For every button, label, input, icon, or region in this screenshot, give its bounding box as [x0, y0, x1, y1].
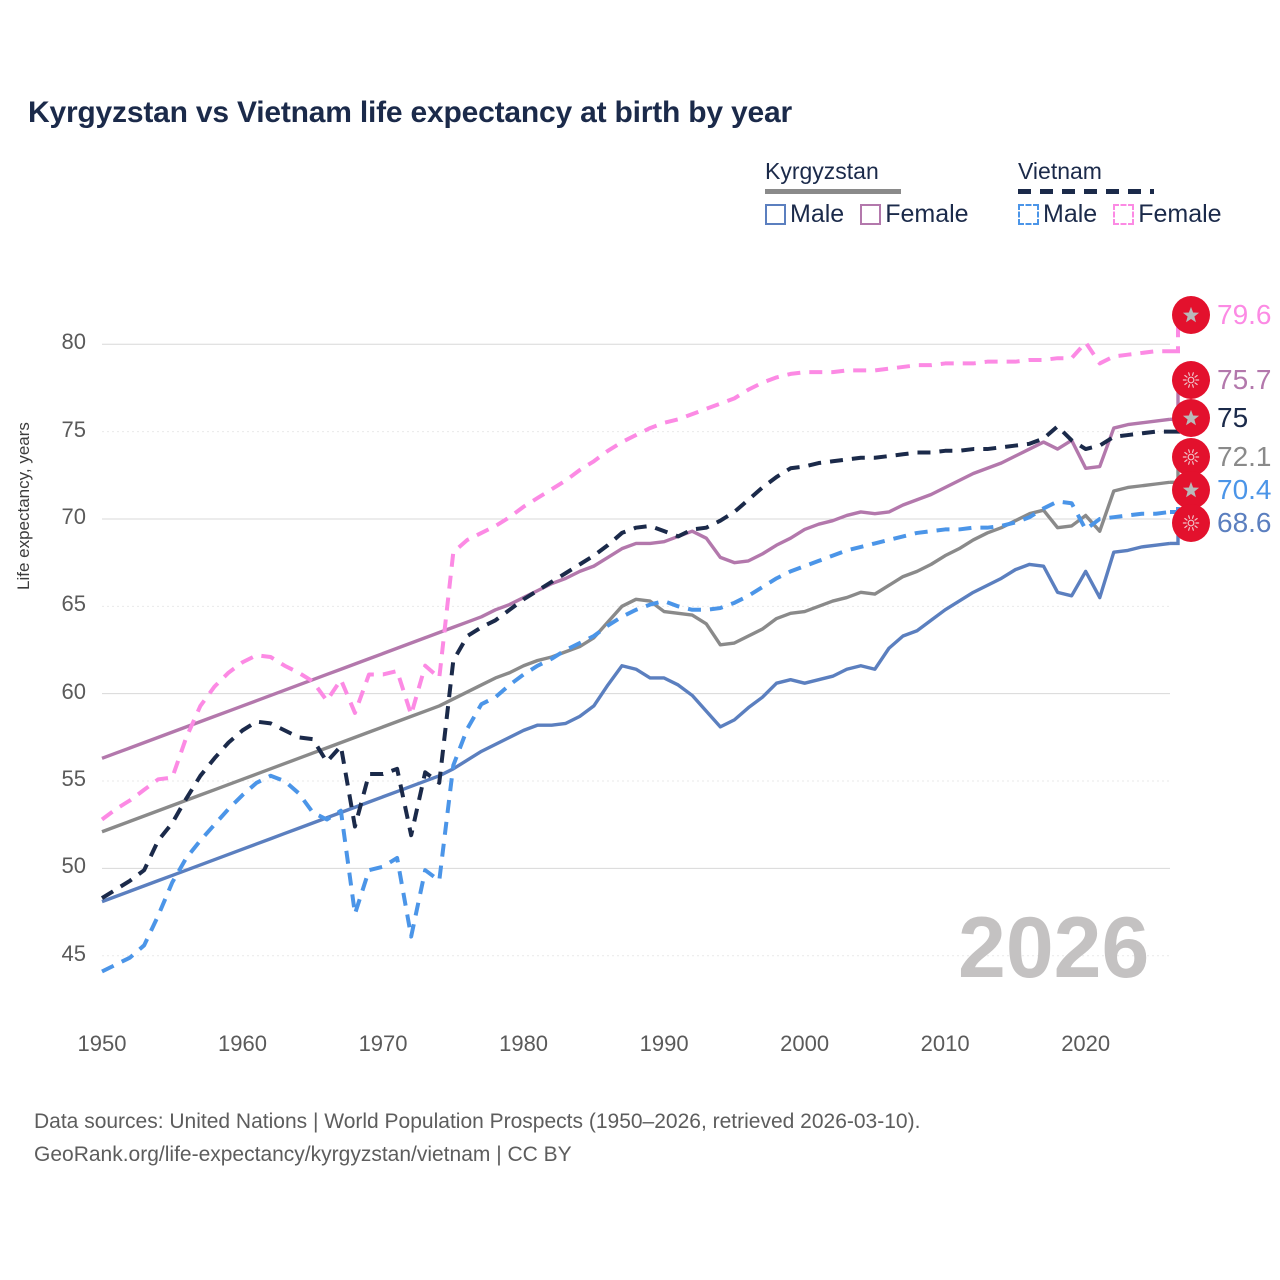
x-tick-label: 1950	[77, 1031, 127, 1056]
series-line-kyrgyzstan-male	[101, 541, 1171, 904]
legend-country-vietnam: Vietnam	[1018, 158, 1102, 184]
chart-legend: Kyrgyzstan Male Female Vietnam Male	[760, 158, 1260, 248]
legend-swatch-icon	[1018, 204, 1039, 225]
sparkle-icon	[1182, 372, 1200, 388]
y-tick-label: 65	[61, 591, 86, 617]
end-label-badge	[1172, 361, 1210, 399]
sparkle-icon	[1182, 515, 1200, 531]
y-tick-label: 55	[61, 766, 86, 792]
end-label-badge	[1172, 471, 1210, 509]
legend-label: Female	[885, 200, 969, 228]
star-icon	[1182, 481, 1200, 498]
year-watermark: 2026	[958, 900, 1150, 996]
y-tick-label: 80	[61, 329, 86, 355]
end-label[interactable]: 75	[1172, 399, 1248, 437]
end-label-value: 75.7	[1217, 364, 1272, 395]
y-tick-label: 60	[61, 678, 86, 704]
x-tick-label: 2010	[920, 1031, 970, 1056]
x-tick-label: 2000	[780, 1031, 830, 1056]
end-label-value: 75	[1217, 402, 1249, 433]
series-line-vietnam-total	[100, 424, 1170, 900]
legend-group-kyrgyzstan: Kyrgyzstan Male Female	[765, 158, 969, 227]
legend-item-vietnam-female[interactable]: Female	[1113, 200, 1222, 228]
legend-item-kyrgyzstan-female[interactable]: Female	[860, 200, 969, 228]
end-label[interactable]: 72.1	[1172, 438, 1272, 476]
end-label[interactable]: 79.6	[1172, 296, 1272, 334]
end-label-value: 79.6	[1217, 299, 1272, 330]
series-line-kyrgyzstan-total	[101, 480, 1171, 834]
y-tick-label: 45	[61, 940, 86, 966]
end-label-value: 72.1	[1217, 441, 1272, 472]
legend-swatch-icon	[765, 204, 786, 225]
star-icon	[1182, 409, 1200, 426]
x-tick-label: 2020	[1061, 1031, 1111, 1056]
end-label-value: 68.6	[1217, 507, 1272, 538]
legend-label: Female	[1138, 200, 1222, 228]
end-label-badge	[1172, 296, 1210, 334]
end-label-badge	[1172, 504, 1210, 542]
end-label[interactable]: 75.7	[1172, 361, 1272, 399]
sparkle-icon	[1182, 449, 1200, 465]
y-tick-label: 70	[61, 503, 86, 529]
legend-group-vietnam: Vietnam Male Female	[1018, 158, 1222, 227]
footer-line-2: GeoRank.org/life-expectancy/kyrgyzstan/v…	[34, 1143, 572, 1166]
legend-swatch-icon	[860, 204, 882, 225]
legend-item-vietnam-male[interactable]: Male	[1018, 202, 1097, 227]
end-label[interactable]: 70.4	[1172, 471, 1272, 509]
legend-rule-solid-icon	[765, 189, 901, 194]
end-label-badge	[1172, 399, 1210, 437]
x-tick-label: 1970	[358, 1031, 408, 1056]
page-title: Kyrgyzstan vs Vietnam life expectancy at…	[28, 96, 792, 129]
end-label[interactable]: 68.6	[1172, 504, 1272, 542]
end-label-value: 70.4	[1217, 474, 1272, 505]
x-tick-label: 1960	[218, 1031, 267, 1056]
series-line-kyrgyzstan-female	[101, 417, 1171, 760]
y-tick-label: 75	[61, 416, 86, 442]
x-tick-label: 1980	[499, 1031, 549, 1056]
legend-country-kyrgyzstan: Kyrgyzstan	[765, 158, 879, 184]
legend-item-kyrgyzstan-male[interactable]: Male	[765, 202, 844, 227]
series-line-vietnam-male	[101, 499, 1171, 974]
footer-sources: Data sources: United Nations | World Pop…	[34, 1105, 920, 1171]
star-icon	[1182, 306, 1200, 323]
legend-rule-dashed-icon	[1018, 189, 1154, 194]
x-tick-label: 1990	[639, 1031, 689, 1056]
series-line-vietnam-female	[100, 340, 1170, 822]
end-label-badge	[1172, 438, 1210, 476]
legend-label: Male	[1043, 200, 1098, 228]
legend-swatch-icon	[1113, 204, 1135, 225]
y-tick-label: 50	[61, 853, 86, 879]
legend-label: Male	[790, 200, 845, 228]
footer-line-1: Data sources: United Nations | World Pop…	[34, 1110, 921, 1133]
